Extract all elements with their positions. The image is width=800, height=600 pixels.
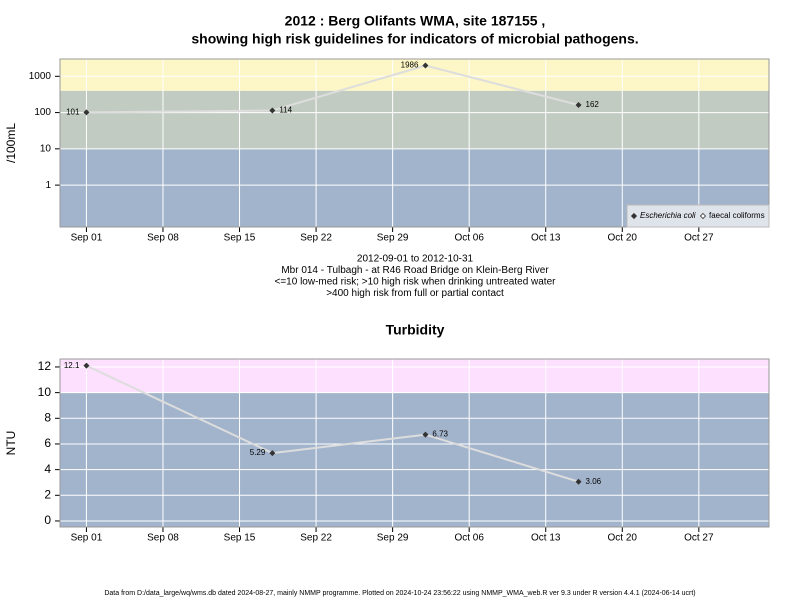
y-tick-label: 8 <box>44 410 51 424</box>
y-tick-label: 10 <box>40 143 52 154</box>
y-tick-label: 2 <box>44 487 51 501</box>
x-tick-label: Oct 06 <box>454 533 484 544</box>
y-axis-label: NTU <box>4 431 18 456</box>
x-tick-label: Oct 20 <box>608 233 638 244</box>
legend-label: faecal coliforms <box>709 211 765 220</box>
data-label: 6.73 <box>432 430 448 439</box>
y-axis-label: /100mL <box>4 123 18 163</box>
x-tick-label: Sep 15 <box>224 233 256 244</box>
risk-band <box>60 359 769 393</box>
caption: Mbr 014 - Tulbagh - at R46 Road Bridge o… <box>281 265 549 276</box>
risk-band <box>60 392 769 527</box>
x-tick-label: Sep 29 <box>377 533 409 544</box>
data-label: 114 <box>279 106 292 115</box>
y-tick-label: 4 <box>44 462 51 476</box>
y-tick-label: 12 <box>38 359 52 373</box>
legend-symbol <box>699 212 707 220</box>
x-tick-label: Oct 13 <box>531 233 561 244</box>
series-line <box>86 64 579 114</box>
y-tick-label: 1 <box>45 180 51 191</box>
data-point <box>83 109 90 116</box>
y-tick-label: 6 <box>44 436 51 450</box>
x-tick-label: Oct 06 <box>454 233 484 244</box>
y-tick-label: 10 <box>38 385 52 399</box>
x-tick-label: Sep 01 <box>71 233 103 244</box>
legend-symbol <box>630 212 638 220</box>
y-tick-label: 100 <box>34 107 51 118</box>
plot-area <box>60 59 769 227</box>
data-label: 101 <box>66 108 80 117</box>
footer: Data from D:/data_large/wq/wms.db dated … <box>104 590 695 597</box>
series-line <box>86 364 579 483</box>
y-tick-label: 1000 <box>29 71 52 82</box>
risk-band <box>60 59 769 91</box>
legend: Escherichia coli faecal coliforms <box>626 204 770 228</box>
x-tick-label: Oct 27 <box>684 233 714 244</box>
plot-frame <box>59 58 770 228</box>
x-tick-label: Oct 27 <box>684 533 714 544</box>
chart-title: showing high risk guidelines for indicat… <box>191 31 638 47</box>
chart-title: 2012 : Berg Olifants WMA, site 187155 , <box>285 13 546 29</box>
data-point <box>575 478 582 485</box>
data-label: 3.06 <box>586 477 602 486</box>
caption: >400 high risk from full or partial cont… <box>326 288 504 299</box>
x-tick-label: Sep 15 <box>224 533 256 544</box>
x-tick-label: Sep 01 <box>71 533 103 544</box>
x-tick-label: Sep 08 <box>147 233 179 244</box>
legend-box <box>626 204 770 228</box>
x-tick-label: Oct 13 <box>531 533 561 544</box>
data-label: 12.1 <box>64 361 80 370</box>
x-tick-label: Sep 29 <box>377 233 409 244</box>
legend-label: Escherichia coli <box>640 211 696 220</box>
plot-frame <box>59 358 770 528</box>
caption: 2012-09-01 to 2012-10-31 <box>357 254 474 265</box>
data-point <box>269 107 276 114</box>
x-tick-label: Sep 08 <box>147 533 179 544</box>
data-point <box>422 62 429 69</box>
x-tick-label: Sep 22 <box>300 233 332 244</box>
data-label: 162 <box>586 100 600 109</box>
data-point <box>269 450 276 457</box>
x-tick-label: Oct 20 <box>608 533 638 544</box>
data-label: 1986 <box>401 61 419 70</box>
x-tick-label: Sep 22 <box>300 533 332 544</box>
risk-band <box>60 90 769 149</box>
data-point <box>83 362 90 369</box>
data-point <box>575 101 582 108</box>
data-label: 5.29 <box>250 448 266 457</box>
caption: <=10 low-med risk; >10 high risk when dr… <box>275 277 557 288</box>
chart-title: Turbidity <box>386 322 445 338</box>
data-point <box>422 431 429 438</box>
plot-area <box>60 359 769 527</box>
y-tick-label: 0 <box>44 513 51 527</box>
